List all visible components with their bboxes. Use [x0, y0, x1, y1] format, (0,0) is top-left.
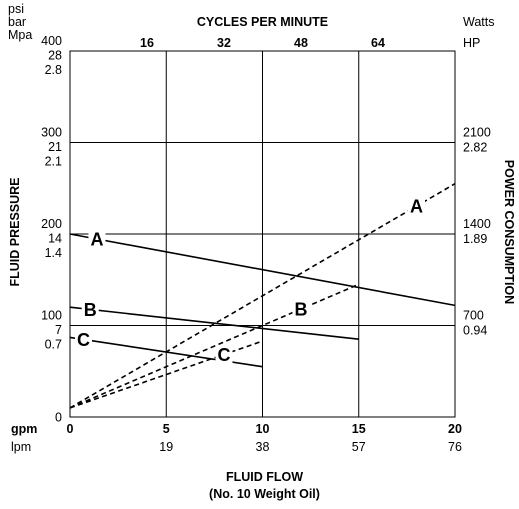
series-label-pressure-c: C [77, 330, 90, 350]
series-label-bg [81, 299, 99, 319]
series-label-pressure-b: B [84, 300, 97, 320]
top-tick-label: 32 [217, 36, 231, 50]
series-line-power-a [69, 183, 456, 409]
right-unit-label: Watts [463, 15, 494, 29]
bottom-tick-label-secondary: 38 [256, 440, 270, 454]
left-tick-label: 2.1 [45, 155, 62, 169]
y-axis-title-right: POWER CONSUMPTION [502, 160, 516, 304]
left-unit-label: Mpa [8, 28, 32, 42]
left-tick-label: 7 [55, 323, 62, 337]
left-tick-label: 21 [48, 140, 62, 154]
right-tick-label: 2.82 [463, 141, 487, 155]
series-label-bg [292, 299, 310, 319]
bottom-tick-label: 5 [163, 422, 170, 436]
series-label-bg [88, 229, 106, 249]
series-label-power-a: A [410, 197, 423, 217]
left-tick-label: 100 [41, 309, 62, 323]
left-tick-label: 400 [41, 34, 62, 48]
left-tick-label: 0.7 [45, 338, 62, 352]
right-tick-label: 0.94 [463, 324, 487, 338]
series-label-bg [74, 329, 92, 349]
right-tick-label: 1400 [463, 217, 491, 231]
right-tick-label: 2100 [463, 126, 491, 140]
series-label-bg [408, 196, 425, 216]
top-tick-label: 48 [294, 36, 308, 50]
left-tick-label: 200 [41, 217, 62, 231]
left-tick-label: 28 [48, 49, 62, 63]
bottom-unit-secondary: lpm [11, 440, 31, 454]
right-tick-label: 1.89 [463, 232, 487, 246]
y-axis-title-left: FLUID PRESSURE [8, 177, 22, 286]
bottom-unit-primary: gpm [11, 422, 37, 436]
series-label-power-b: B [295, 300, 308, 320]
series-line-power-b [69, 283, 360, 409]
series-label-bg [215, 344, 233, 364]
x-axis-subtitle: (No. 10 Weight Oil) [209, 487, 320, 501]
bottom-tick-label: 0 [67, 422, 74, 436]
chart-title: CYCLES PER MINUTE [197, 15, 328, 29]
right-tick-label: 700 [463, 309, 484, 323]
left-unit-label: bar [8, 15, 26, 29]
bottom-tick-label-secondary: 19 [159, 440, 173, 454]
series-label-power-c: C [218, 345, 231, 365]
left-tick-label: 2.8 [45, 63, 62, 77]
x-axis-title: FLUID FLOW [226, 470, 303, 484]
top-tick-label: 16 [140, 36, 154, 50]
bottom-tick-label: 15 [352, 422, 366, 436]
left-unit-label: psi [8, 2, 24, 16]
left-tick-label: 14 [48, 232, 62, 246]
series-line-pressure-b [69, 306, 359, 340]
bottom-tick-label: 20 [448, 422, 462, 436]
series-line-pressure-a [69, 233, 456, 307]
left-tick-label: 0 [55, 411, 62, 425]
left-tick-label: 1.4 [45, 246, 62, 260]
series-label-pressure-a: A [90, 229, 103, 249]
right-unit-label: HP [463, 36, 480, 50]
left-tick-label: 300 [41, 126, 62, 140]
bottom-tick-label-secondary: 76 [448, 440, 462, 454]
top-tick-label: 64 [371, 36, 385, 50]
bottom-tick-label: 10 [256, 422, 270, 436]
bottom-tick-label-secondary: 57 [352, 440, 366, 454]
